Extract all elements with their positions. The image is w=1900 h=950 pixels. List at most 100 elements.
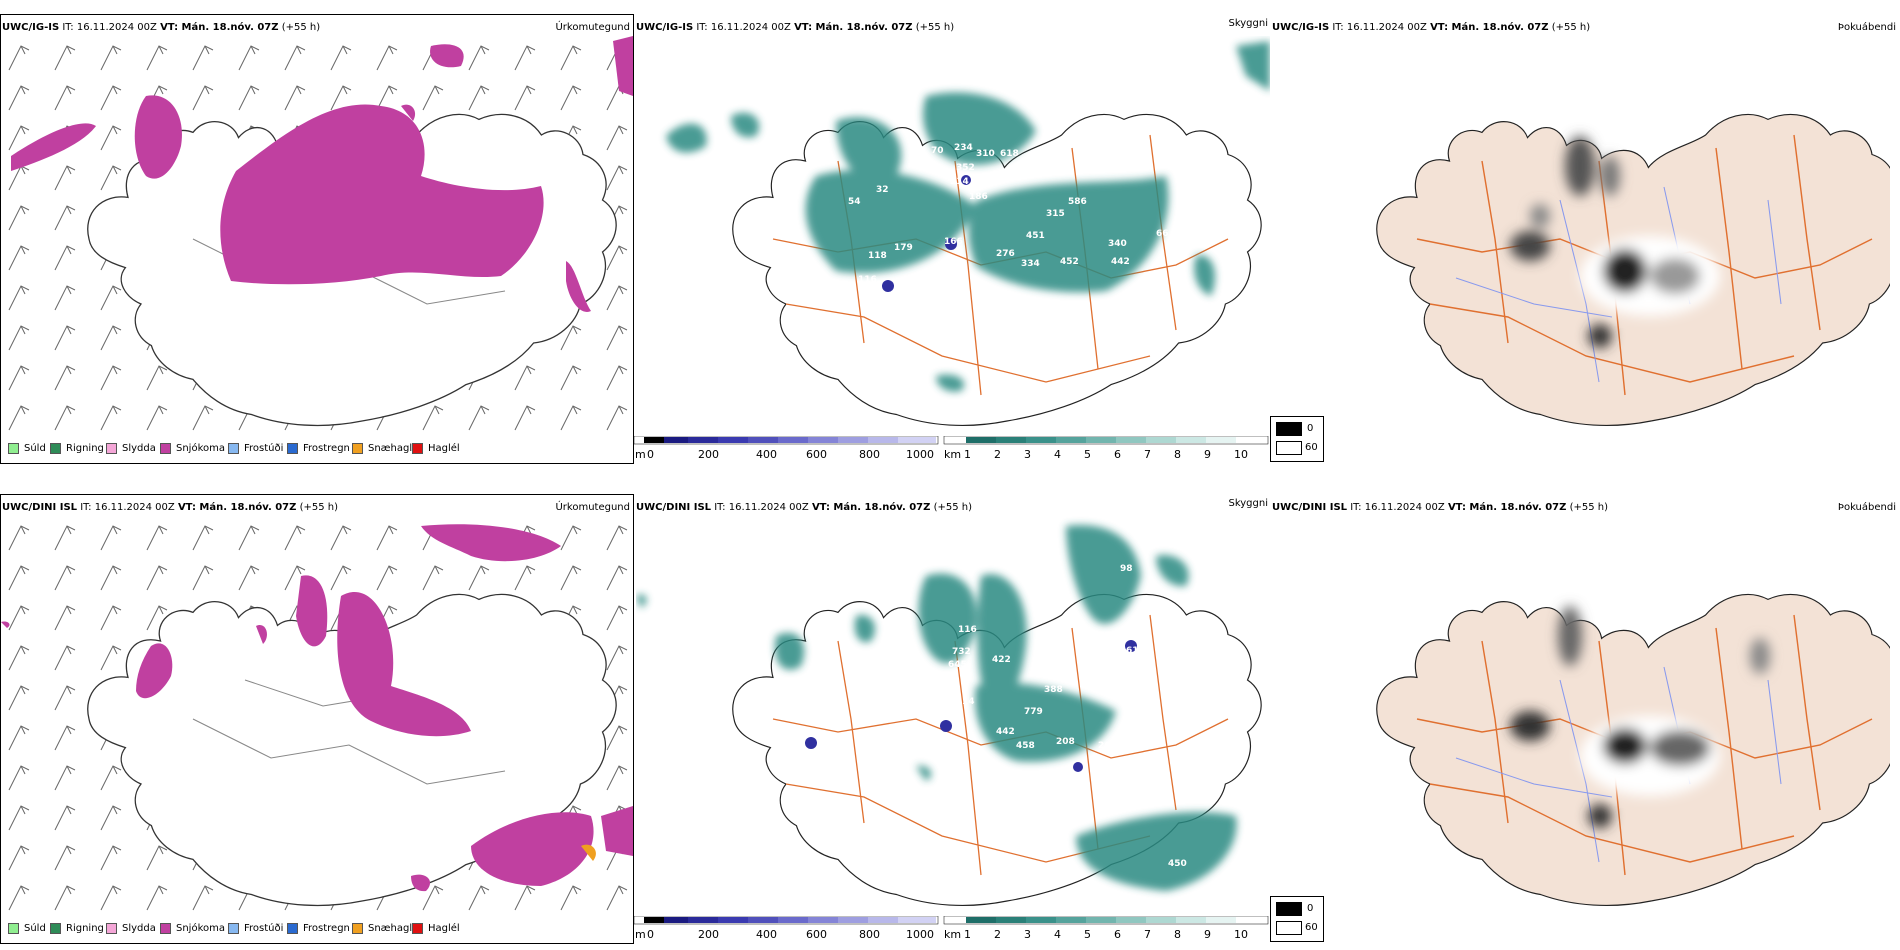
- fog-title-2: Þokuábendi: [1837, 502, 1896, 513]
- model-label: UWC/DINI ISL: [1272, 502, 1348, 513]
- colorbar-km-1: km 1 2 3 4 5 6 7 8 9 10: [943, 436, 1269, 461]
- legend-label: Súld: [24, 443, 46, 454]
- legend-label: Haglél: [428, 923, 460, 934]
- cloud-number: 116: [858, 275, 877, 285]
- precip-title-2: Úrkomutegund: [555, 502, 630, 513]
- teal-fields-2: [636, 525, 1237, 891]
- colorbar-tick: 1: [964, 928, 971, 941]
- cloud-number: 388: [1044, 685, 1063, 695]
- legend-swatch: [228, 923, 239, 934]
- colorbar-tick: 800: [859, 448, 880, 461]
- cloud-number: 54: [848, 197, 861, 207]
- cloud-number: 732: [952, 647, 971, 657]
- fog-header-2: UWC/DINI ISL IT: 16.11.2024 00Z VT: Mán.…: [1272, 502, 1608, 514]
- vt-label: VT: Mán. 18.nóv. 07Z: [1447, 502, 1567, 513]
- legend-label: Frostúði: [244, 923, 284, 934]
- cloud-number: 450: [1168, 859, 1187, 869]
- colorbar-unit: m: [635, 448, 646, 461]
- precip-header-2: UWC/DINI ISL IT: 16.11.2024 00Z VT: Mán.…: [2, 502, 338, 514]
- colorbar-tick: 8: [1174, 448, 1181, 461]
- legend-item: Frostúði: [228, 923, 283, 934]
- colorbar-tick: 4: [1054, 928, 1061, 941]
- legend-label: Snæhagl: [368, 923, 413, 934]
- cloud-numbers-1: 70 234 310 618 352 398 214 186 32 586 31…: [848, 143, 1169, 285]
- cloud-number: 70: [931, 146, 944, 156]
- cloud-number: 442: [1111, 257, 1130, 267]
- model-label: UWC/IG-IS: [2, 22, 60, 33]
- fog-legend-1: 0 60: [1270, 416, 1324, 462]
- cloud-number: 208: [1056, 737, 1075, 747]
- precip-map-frame-1: [0, 14, 634, 464]
- row-2: UWC/DINI ISL IT: 16.11.2024 00Z VT: Mán.…: [0, 480, 1900, 950]
- fog-legend-label: 60: [1305, 922, 1318, 933]
- colorbar-tick: 5: [1084, 928, 1091, 941]
- legend-item: Snjókoma: [160, 443, 225, 454]
- legend-swatch: [352, 923, 363, 934]
- cloud-number: 340: [1108, 239, 1127, 249]
- lead-label: (+55 h): [933, 502, 973, 513]
- cloud-number: 276: [996, 249, 1015, 259]
- row-1: UWC/IG-IS IT: 16.11.2024 00Z VT: Mán. 18…: [0, 0, 1900, 470]
- legend-swatch: [160, 443, 171, 454]
- lead-label: (+55 h): [1551, 22, 1591, 33]
- cloud-number: 618: [1000, 149, 1019, 159]
- legend-item: Snjókoma: [160, 923, 225, 934]
- fog-legend-swatch: [1276, 902, 1302, 916]
- model-label: UWC/DINI ISL: [636, 502, 712, 513]
- cloud-number: 310: [976, 149, 995, 159]
- legend-label: Snjókoma: [176, 443, 226, 454]
- colorbar-tick: 200: [698, 448, 719, 461]
- it-label: IT: 16.11.2024 00Z: [62, 22, 157, 33]
- fog-legend-label: 0: [1307, 423, 1314, 434]
- legend-label: Snjókoma: [176, 923, 226, 934]
- legend-swatch: [8, 443, 19, 454]
- lead-label: (+55 h): [299, 502, 339, 513]
- cloud-number: 422: [992, 655, 1011, 665]
- cloud-map-1: 70 234 310 618 352 398 214 186 32 586 31…: [666, 41, 1270, 427]
- fog-shading-1: [1510, 136, 1720, 348]
- snow-areas-2: [1, 524, 633, 892]
- legend-label: Frostregn: [303, 923, 350, 934]
- cloud-map-2: 98 116 732 422 645 91 615 388 779 442 45…: [636, 525, 1262, 907]
- cloud-number: 91: [1034, 653, 1047, 663]
- cloud-number: 645: [948, 660, 967, 670]
- it-label: IT: 16.11.2024 00Z: [714, 502, 809, 513]
- legend-label: Slydda: [122, 443, 156, 454]
- colorbar-unit: m: [635, 928, 646, 941]
- cloud-number: 315: [1046, 209, 1065, 219]
- legend-item: Haglél: [412, 923, 460, 934]
- legend-swatch: [287, 443, 298, 454]
- colorbar-group-2: m 0 200 400 600 800 1000 km 1 2 3 4 5 6: [634, 916, 1269, 941]
- legend-item: Súld: [8, 443, 46, 454]
- colorbar-tick: 7: [1144, 928, 1151, 941]
- legend-item: Frostregn: [287, 443, 350, 454]
- legend-swatch: [106, 443, 117, 454]
- model-label: UWC/IG-IS: [636, 22, 694, 33]
- legend-swatch: [106, 923, 117, 934]
- colorbar-tick: 9: [1204, 928, 1211, 941]
- fog-legend-label: 60: [1305, 442, 1318, 453]
- it-label: IT: 16.11.2024 00Z: [696, 22, 791, 33]
- colorbar-tick: 600: [806, 448, 827, 461]
- legend-swatch: [287, 923, 298, 934]
- cloud-number: 98: [1120, 564, 1133, 574]
- colorbar-unit: km: [944, 448, 961, 461]
- legend-swatch: [352, 443, 363, 454]
- cloud-number: 32: [876, 185, 889, 195]
- colorbar-tick: 0: [647, 448, 654, 461]
- model-label: UWC/DINI ISL: [2, 502, 78, 513]
- colorbar-tick: 8: [1174, 928, 1181, 941]
- cloud-number: 145: [896, 699, 915, 709]
- legend-swatch: [412, 923, 423, 934]
- colorbar-m-1: m 0 200 400 600 800 1000: [634, 436, 939, 461]
- legend-item: Rigning: [50, 923, 104, 934]
- fog-header-1: UWC/IG-IS IT: 16.11.2024 00Z VT: Mán. 18…: [1272, 22, 1590, 34]
- colorbar-tick: 6: [1114, 448, 1121, 461]
- cloud-number: 118: [868, 251, 887, 261]
- legend-label: Frostúði: [244, 443, 284, 454]
- legend-item: Súld: [8, 923, 46, 934]
- snow-areas-1: [11, 36, 633, 312]
- colorbar-tick: 4: [1054, 448, 1061, 461]
- cloud-title-1: Skyggni: [1228, 18, 1268, 29]
- cloud-number: 458: [1016, 741, 1035, 751]
